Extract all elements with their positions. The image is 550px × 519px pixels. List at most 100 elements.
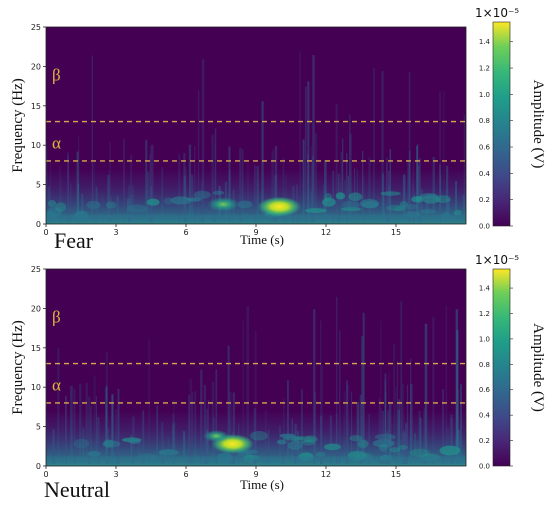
x-tick-label: 12	[321, 470, 331, 479]
energy-blob	[439, 445, 461, 456]
x-axis-label: Time (s)	[240, 232, 284, 247]
energy-blob	[453, 209, 462, 216]
colorbar	[492, 21, 511, 227]
hotspot-1	[203, 430, 230, 442]
colorbar-tick-label: 0.0	[479, 463, 490, 471]
energy-blob	[349, 435, 363, 442]
band-label-beta: β	[52, 308, 61, 327]
energy-blob	[362, 201, 379, 209]
energy-blob	[102, 440, 121, 448]
panel-neutral: β α 0 5 10 15 20 25 0 3 6 9 12 15 Frequency (Hz) Time (…	[10, 253, 546, 502]
baseline-band	[46, 214, 466, 221]
colorbar-tick-label: 0.6	[479, 386, 491, 394]
energy-blob	[342, 200, 360, 209]
energy-blob	[128, 438, 141, 445]
energy-blob	[389, 447, 401, 453]
energy-blob	[405, 203, 419, 210]
energy-blob	[237, 200, 253, 209]
energy-blob	[398, 444, 408, 450]
energy-blob	[386, 204, 407, 212]
hotspot-1	[207, 197, 239, 212]
colorbar-scale: 1×10⁻⁵	[475, 253, 519, 267]
energy-blob	[87, 450, 101, 457]
y-tick-label: 10	[31, 383, 41, 392]
colorbar-tick-label: 0.4	[479, 412, 491, 420]
energy-blob	[415, 195, 424, 203]
x-tick-label: 15	[391, 228, 401, 237]
condition-label: Fear	[54, 228, 94, 253]
energy-blob	[419, 193, 439, 200]
energy-blob	[159, 450, 168, 459]
x-tick-label: 12	[321, 228, 331, 237]
colorbar-tick-label: 1.0	[479, 335, 490, 343]
y-axis-label: Frequency (Hz)	[10, 320, 26, 415]
energy-blob	[394, 206, 404, 212]
x-tick-label: 6	[183, 470, 188, 479]
y-tick-label: 5	[36, 181, 41, 190]
energy-blob	[163, 197, 173, 205]
x-tick-label: 9	[253, 228, 258, 237]
energy-blob	[324, 443, 341, 451]
energy-blob	[193, 190, 211, 199]
heatmap-body	[46, 296, 466, 466]
colorbar-tick-label: 0.2	[479, 196, 490, 204]
energy-blob	[86, 200, 101, 210]
energy-blob	[126, 204, 148, 213]
energy-blob	[212, 190, 225, 195]
panel-fear: β α 0 5 10 15 20 25 0 3 6 9 12 15 Frequency (Hz) Time (…	[10, 6, 546, 253]
colorbar	[492, 268, 511, 467]
energy-blob	[348, 192, 363, 202]
x-tick-label: 0	[43, 228, 48, 237]
energy-blob	[409, 448, 430, 457]
x-tick-label: 6	[183, 228, 188, 237]
colorbar-scale: 1×10⁻⁵	[475, 6, 519, 20]
colorbar-label: Amplitude (V)	[530, 80, 546, 169]
colorbar-tick-label: 0.2	[479, 437, 490, 445]
x-tick-label: 0	[43, 470, 48, 479]
x-tick-label: 9	[253, 470, 258, 479]
energy-blob	[315, 451, 326, 457]
colorbar-tick-label: 1.2	[479, 65, 490, 73]
energy-blob	[301, 439, 316, 446]
energy-blob	[305, 208, 327, 214]
y-tick-label: 15	[31, 344, 41, 353]
energy-blob	[322, 197, 336, 207]
colorbar-tick-label: 1.4	[479, 38, 491, 46]
x-tick-label: 15	[391, 470, 401, 479]
y-tick-label: 15	[31, 102, 41, 111]
band-label-beta: β	[52, 66, 61, 85]
energy-blob	[170, 196, 192, 205]
condition-label: Neutral	[44, 477, 110, 502]
energy-blob	[357, 439, 369, 449]
band-label-alpha: α	[52, 375, 61, 394]
energy-blob	[47, 207, 62, 217]
colorbar-tick-label: 1.0	[479, 91, 490, 99]
energy-blob	[378, 443, 389, 452]
colorbar-tick-label: 0.8	[479, 117, 490, 125]
colorbar-tick-label: 0.0	[479, 223, 490, 231]
colorbar-label: Amplitude (V)	[530, 323, 546, 412]
y-tick-label: 20	[31, 304, 41, 313]
energy-blob	[48, 200, 57, 208]
colorbar-tick-label: 1.4	[479, 285, 491, 293]
energy-blob	[335, 192, 346, 200]
y-tick-label: 5	[36, 423, 41, 432]
energy-blob	[249, 430, 268, 441]
colorbar-tick-label: 0.8	[479, 361, 490, 369]
energy-blob	[324, 193, 333, 202]
y-tick-label: 0	[36, 462, 41, 471]
band-label-alpha: α	[52, 133, 61, 152]
colorbar-tick-label: 0.4	[479, 170, 491, 178]
y-tick-label: 0	[36, 220, 41, 229]
y-tick-label: 25	[31, 23, 41, 32]
energy-blob	[55, 202, 67, 212]
energy-blob	[105, 201, 117, 209]
colorbar-tick-label: 1.2	[479, 310, 490, 318]
hotspot-0	[257, 196, 301, 217]
heatmap-body	[46, 51, 466, 224]
colorbar-tick-label: 0.6	[479, 144, 491, 152]
energy-blob	[287, 440, 303, 450]
energy-blob	[146, 198, 160, 206]
energy-blob	[372, 439, 395, 448]
